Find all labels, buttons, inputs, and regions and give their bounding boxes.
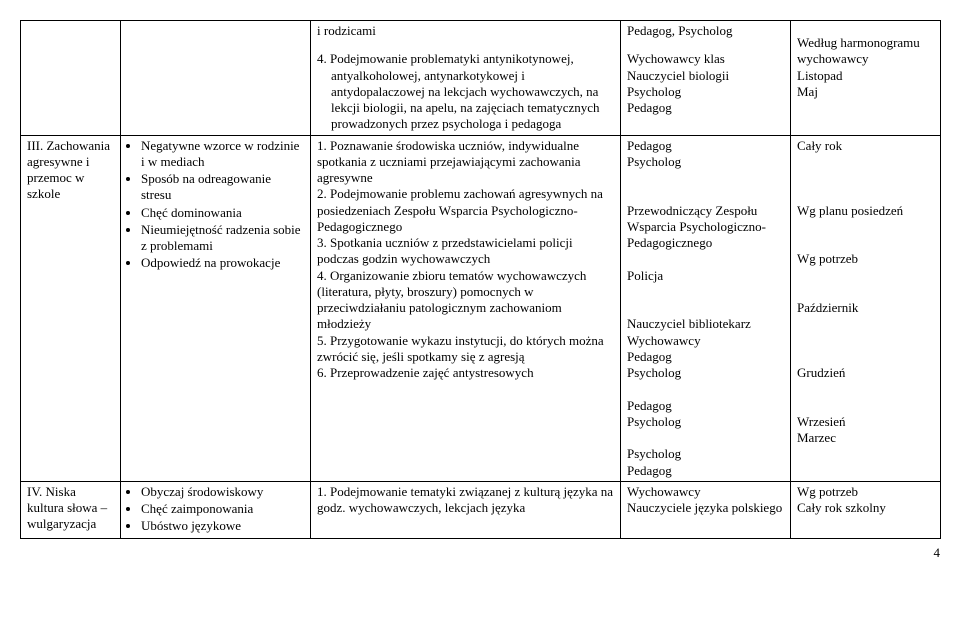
cell-c2: Obyczaj środowiskowy Chęć zaimponowania … bbox=[121, 481, 311, 538]
cell-c1: IV. Niska kultura słowa – wulgaryzacja bbox=[21, 481, 121, 538]
document-table: i rodzicami 4. Podejmowanie problematyki… bbox=[20, 20, 941, 539]
bullet-list: Negatywne wzorce w rodzinie i w mediach … bbox=[127, 138, 304, 272]
list-item: Negatywne wzorce w rodzinie i w mediach bbox=[141, 138, 304, 171]
c4-item: Pedagog, Psycholog bbox=[627, 23, 784, 39]
table-row: IV. Niska kultura słowa – wulgaryzacja O… bbox=[21, 481, 941, 538]
list-item: Chęć zaimponowania bbox=[141, 501, 304, 517]
cell-c4: Pedagog, Psycholog Wychowawcy klas Naucz… bbox=[621, 21, 791, 136]
cell-c3: 1. Poznawanie środowiska uczniów, indywi… bbox=[311, 135, 621, 481]
bullet-list: Obyczaj środowiskowy Chęć zaimponowania … bbox=[127, 484, 304, 535]
list-item: Ubóstwo językowe bbox=[141, 518, 304, 534]
list-item: Sposób na odreagowanie stresu bbox=[141, 171, 304, 204]
page-number: 4 bbox=[20, 545, 940, 561]
cell-c3: i rodzicami 4. Podejmowanie problematyki… bbox=[311, 21, 621, 136]
cell-c5: Cały rok Wg planu posiedzeń Wg potrzeb P… bbox=[791, 135, 941, 481]
c3-item: i rodzicami bbox=[317, 23, 614, 39]
c5-item: Według harmonogramu wychowawcy Listopad … bbox=[797, 35, 934, 100]
list-item: Odpowiedź na prowokacje bbox=[141, 255, 304, 271]
cell-c5: Wg potrzeb Cały rok szkolny bbox=[791, 481, 941, 538]
c3-item: 4. Podejmowanie problematyki antynikotyn… bbox=[317, 51, 614, 132]
cell-c3: 1. Podejmowanie tematyki związanej z kul… bbox=[311, 481, 621, 538]
table-row: III. Zachowania agresywne i przemoc w sz… bbox=[21, 135, 941, 481]
cell-c4: Wychowawcy Nauczyciele języka polskiego bbox=[621, 481, 791, 538]
list-item: Chęć dominowania bbox=[141, 205, 304, 221]
cell-c1: III. Zachowania agresywne i przemoc w sz… bbox=[21, 135, 121, 481]
cell-c2: Negatywne wzorce w rodzinie i w mediach … bbox=[121, 135, 311, 481]
cell-c1 bbox=[21, 21, 121, 136]
cell-c5: Według harmonogramu wychowawcy Listopad … bbox=[791, 21, 941, 136]
list-item: Nieumiejętność radzenia sobie z problema… bbox=[141, 222, 304, 255]
c4-item: Wychowawcy klas Nauczyciel biologii Psyc… bbox=[627, 51, 784, 116]
list-item: Obyczaj środowiskowy bbox=[141, 484, 304, 500]
cell-c2 bbox=[121, 21, 311, 136]
table-row: i rodzicami 4. Podejmowanie problematyki… bbox=[21, 21, 941, 136]
cell-c4: Pedagog Psycholog Przewodniczący Zespołu… bbox=[621, 135, 791, 481]
